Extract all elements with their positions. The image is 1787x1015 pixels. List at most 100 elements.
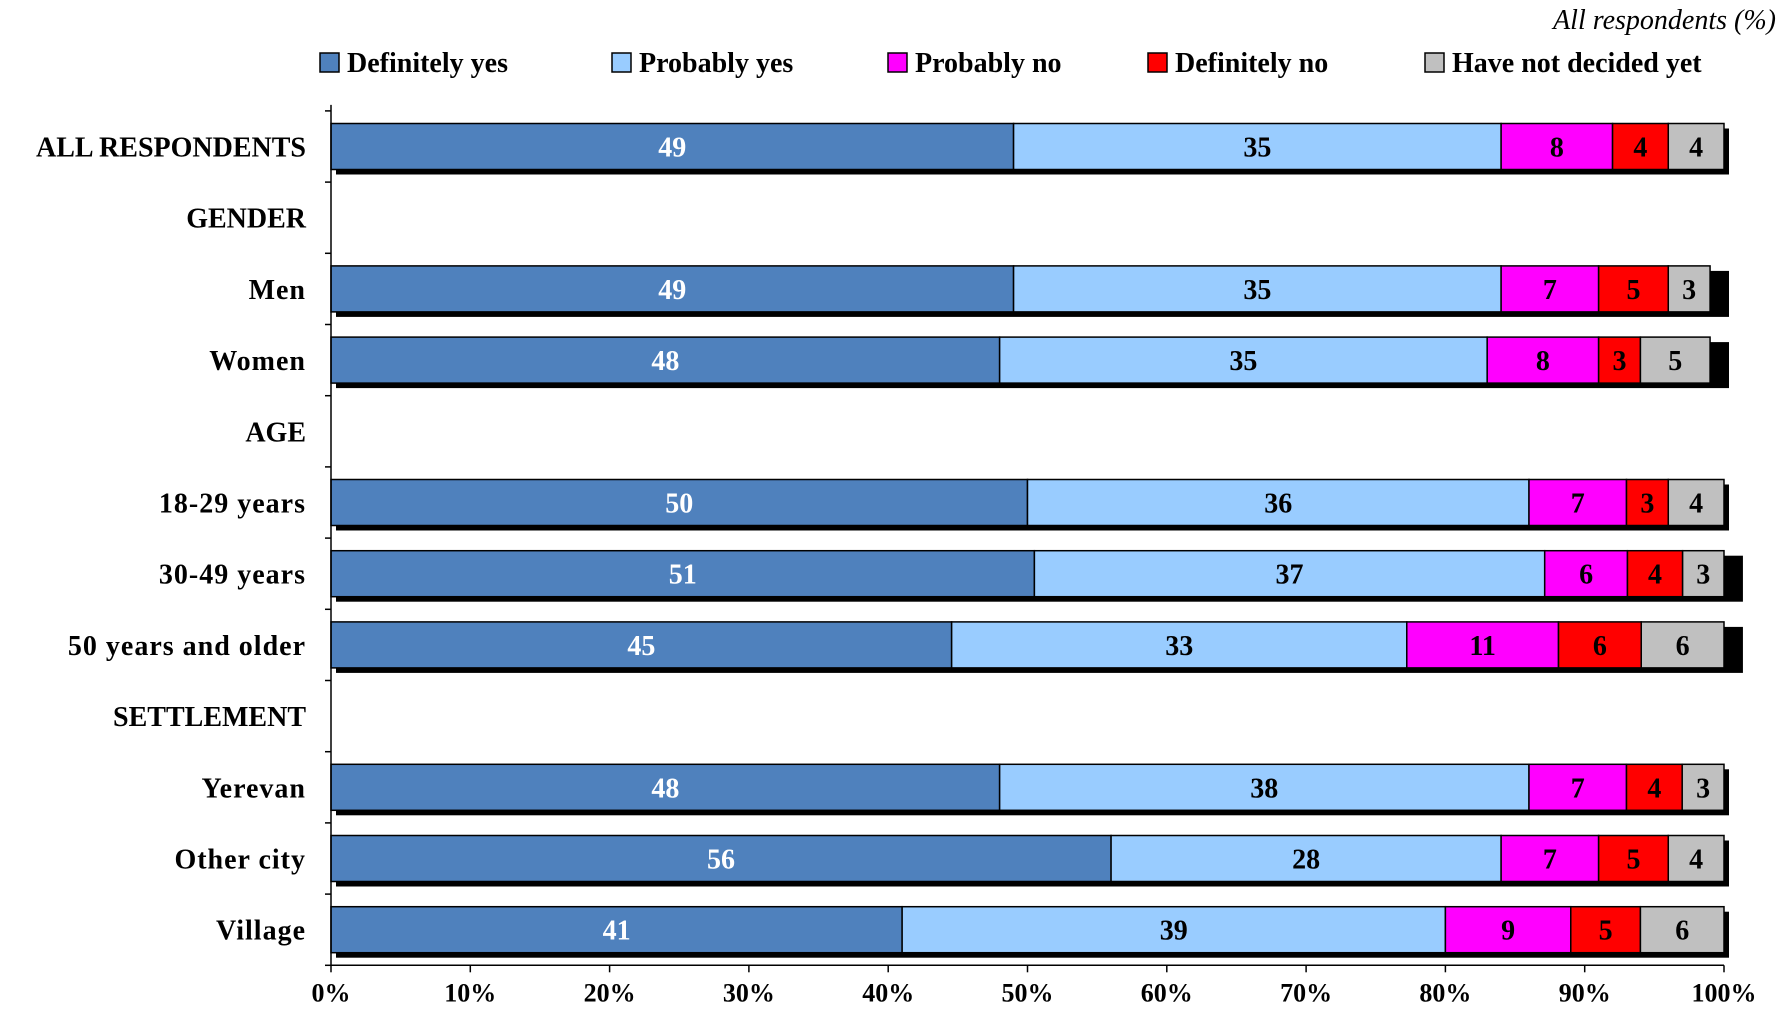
- legend-swatch-have-not-decided-yet: [1424, 52, 1445, 73]
- bar-segment-yerevan-have-not-decided-yet: [1681, 763, 1725, 812]
- data-label-30-49-years-definitely-no: 4: [1648, 560, 1662, 591]
- data-label-30-49-years-probably-no: 6: [1579, 560, 1593, 591]
- data-label-women-have-not-decided-yet: 5: [1668, 346, 1682, 377]
- data-label-yerevan-definitely-no: 4: [1647, 773, 1661, 804]
- legend-label-definitely-no: Definitely no: [1175, 48, 1328, 79]
- bar-segment-men-definitely-no: [1597, 265, 1670, 313]
- bar-segment-women-probably-no: [1486, 336, 1600, 384]
- bar-segment-50-years-and-older-definitely-yes: [330, 621, 953, 669]
- bar-segment-men-definitely-yes: [330, 265, 1015, 313]
- bar-segment-women-definitely-yes: [330, 336, 1001, 384]
- bar-segment-men-probably-yes: [1012, 265, 1502, 313]
- bar-segment-village-probably-yes: [901, 905, 1447, 954]
- bar-segment-18-29-years-definitely-yes: [330, 478, 1029, 527]
- data-label-women-definitely-no: 3: [1613, 346, 1627, 377]
- x-tick-label-100: 100%: [1692, 978, 1757, 1007]
- bar-segment-all-respondents-definitely-yes: [330, 122, 1015, 171]
- legend-swatch-probably-yes: [611, 52, 632, 73]
- data-label-village-definitely-no: 5: [1599, 916, 1613, 947]
- data-label-yerevan-have-not-decided-yet: 3: [1696, 773, 1710, 804]
- bar-segment-other-city-probably-no: [1500, 834, 1600, 883]
- category-label-age: AGE: [245, 417, 306, 448]
- legend-label-probably-yes: Probably yes: [639, 48, 793, 79]
- bar-segment-18-29-years-have-not-decided-yet: [1667, 478, 1725, 527]
- bar-segment-other-city-have-not-decided-yet: [1667, 834, 1725, 883]
- bar-segment-50-years-and-older-probably-yes: [950, 621, 1408, 669]
- data-label-all-respondents-definitely-yes: 49: [658, 133, 686, 164]
- bar-segment-18-29-years-probably-no: [1528, 478, 1628, 527]
- bar-segment-other-city-definitely-no: [1597, 834, 1670, 883]
- data-label-men-have-not-decided-yet: 3: [1682, 275, 1696, 306]
- legend-label-definitely-yes: Definitely yes: [347, 48, 508, 79]
- x-tick-label-90: 90%: [1559, 978, 1611, 1007]
- axes: ALL RESPONDENTS GENDER Men Women AGE 18-29 ye…: [36, 104, 1757, 1007]
- category-label-yerevan: Yerevan: [202, 773, 306, 804]
- data-label-men-probably-yes: 35: [1243, 275, 1271, 306]
- data-label-women-probably-no: 8: [1536, 346, 1550, 377]
- x-tick-label-20: 20%: [584, 978, 636, 1007]
- category-label-30-49-years: 30-49 years: [159, 560, 306, 591]
- data-label-all-respondents-definitely-no: 4: [1633, 133, 1647, 164]
- data-label-yerevan-probably-yes: 38: [1250, 773, 1278, 804]
- bar-segment-village-probably-no: [1444, 905, 1572, 954]
- category-label-gender: GENDER: [186, 204, 307, 235]
- category-label-50-years-and-older: 50 years and older: [68, 631, 306, 662]
- data-label-men-probably-no: 7: [1543, 275, 1557, 306]
- category-label-men: Men: [249, 275, 306, 306]
- data-label-women-definitely-yes: 48: [651, 346, 679, 377]
- bar-segment-all-respondents-probably-no: [1500, 122, 1614, 171]
- bar-segment-50-years-and-older-definitely-no: [1557, 621, 1642, 669]
- chart-subtitle: All respondents (%): [1551, 5, 1776, 36]
- data-label-women-probably-yes: 35: [1229, 346, 1257, 377]
- x-tick-label-60: 60%: [1141, 978, 1193, 1007]
- data-label-50-years-and-older-definitely-yes: 45: [627, 631, 655, 662]
- bar-segment-women-have-not-decided-yet: [1639, 336, 1711, 384]
- data-label-village-have-not-decided-yet: 6: [1675, 916, 1689, 947]
- data-label-all-respondents-probably-no: 8: [1550, 133, 1564, 164]
- bar-segment-50-years-and-older-have-not-decided-yet: [1640, 621, 1725, 669]
- data-label-18-29-years-have-not-decided-yet: 4: [1689, 489, 1703, 520]
- x-tick-label-30: 30%: [723, 978, 775, 1007]
- data-label-50-years-and-older-have-not-decided-yet: 6: [1676, 631, 1690, 662]
- bar-segment-other-city-definitely-yes: [330, 834, 1112, 883]
- bar-segment-other-city-probably-yes: [1110, 834, 1502, 883]
- category-label-all-respondents: ALL RESPONDENTS: [36, 133, 306, 164]
- data-label-50-years-and-older-definitely-no: 6: [1593, 631, 1607, 662]
- legend-label-have-not-decided-yet: Have not decided yet: [1452, 48, 1702, 79]
- data-label-other-city-have-not-decided-yet: 4: [1689, 845, 1703, 876]
- data-label-men-definitely-yes: 49: [658, 275, 686, 306]
- data-label-other-city-probably-yes: 28: [1292, 845, 1320, 876]
- data-label-18-29-years-definitely-yes: 50: [665, 489, 693, 520]
- bar-segment-yerevan-probably-yes: [998, 763, 1530, 812]
- bar-segment-all-respondents-probably-yes: [1012, 122, 1502, 171]
- legend-swatch-probably-no: [887, 52, 908, 73]
- bar-segment-30-49-years-probably-no: [1543, 549, 1629, 598]
- data-label-men-definitely-no: 5: [1626, 275, 1640, 306]
- data-label-18-29-years-probably-no: 7: [1571, 489, 1585, 520]
- data-label-all-respondents-probably-yes: 35: [1243, 133, 1271, 164]
- bar-segment-men-have-not-decided-yet: [1667, 265, 1711, 313]
- bars: 49 35 8 4 449 35 7 5 348 35 8 3 550 36 7 3 451 37 6 4 345 33 1…: [330, 122, 1743, 958]
- data-label-village-definitely-yes: 41: [603, 916, 631, 947]
- category-label-18-29-years: 18-29 years: [159, 489, 306, 520]
- data-label-yerevan-definitely-yes: 48: [651, 773, 679, 804]
- data-label-village-probably-yes: 39: [1160, 916, 1188, 947]
- bar-segment-30-49-years-definitely-yes: [330, 549, 1036, 598]
- bar-segment-all-respondents-have-not-decided-yet: [1667, 122, 1725, 171]
- data-label-30-49-years-definitely-yes: 51: [669, 560, 697, 591]
- x-tick-label-50: 50%: [1002, 978, 1054, 1007]
- bar-segment-village-definitely-yes: [330, 905, 903, 954]
- legend-swatch-definitely-no: [1147, 52, 1168, 73]
- bar-segment-village-have-not-decided-yet: [1639, 905, 1725, 954]
- bar-segment-men-probably-no: [1500, 265, 1600, 313]
- category-label-women: Women: [209, 346, 306, 377]
- data-label-30-49-years-have-not-decided-yet: 3: [1696, 560, 1710, 591]
- data-label-18-29-years-definitely-no: 3: [1640, 489, 1654, 520]
- bar-segment-yerevan-definitely-no: [1625, 763, 1683, 812]
- bar-segment-30-49-years-definitely-no: [1626, 549, 1684, 598]
- x-tick-label-70: 70%: [1280, 978, 1332, 1007]
- category-label-other-city: Other city: [174, 845, 306, 876]
- category-label-settlement: SETTLEMENT: [113, 702, 306, 733]
- data-label-other-city-definitely-yes: 56: [707, 845, 735, 876]
